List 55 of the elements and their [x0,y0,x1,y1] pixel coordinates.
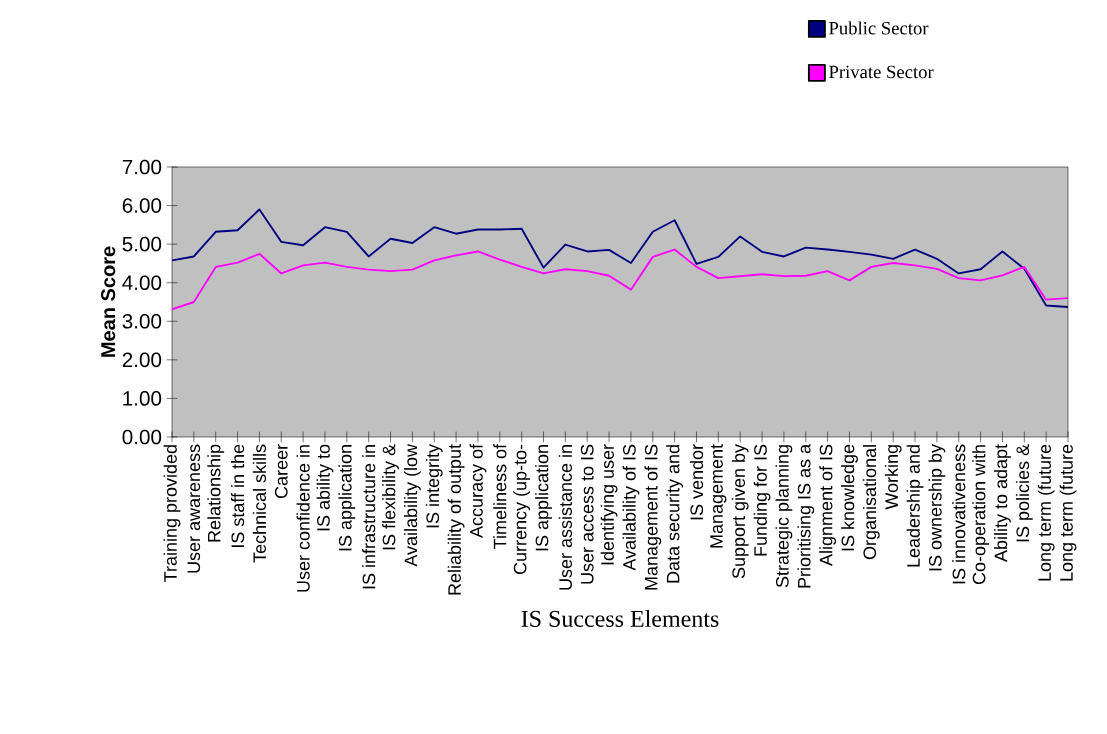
x-tick-label: IS ownership by [928,443,946,571]
y-tick-label: 2.00 [122,352,162,368]
x-tick-label: Timeliness of [493,443,507,549]
x-tick-label: Leadership and [906,445,924,567]
line-series [172,208,1068,308]
x-tick-label: Support given by [731,443,749,579]
y-tick-label: 7.00 [122,159,162,175]
x-tick-label: Working [884,445,902,510]
x-tick-label: Training provided [163,445,181,582]
x-tick-label: User access to IS [580,444,594,584]
x-tick-label: Reliability of output [447,444,465,595]
y-tick-label: 1.00 [123,391,162,406]
x-tick-label: IS integrity [425,443,443,528]
x-axis-title: IS Success Elements [521,610,719,627]
x-tick-label: Career [274,444,288,499]
y-tick-label: 5.00 [122,236,162,252]
x-tick-label: Organisational [862,445,880,560]
x-tick-label: Co-operation with [972,445,989,585]
y-tick-label: 0.00 [122,429,162,445]
x-tick-label: Management of IS [644,444,662,590]
x-tick-label: Management [710,444,727,548]
x-tick-label: Currency (up-to- [513,444,531,575]
x-tick-label: User awareness [187,444,201,573]
x-tick-label: Availability (low [404,443,421,567]
x-tick-label: Ability to adapt [994,444,1011,562]
x-tick-label: IS flexibility & [382,444,399,550]
x-tick-label: User confidence in [296,445,310,592]
x-tick-label: Data security and [666,445,684,583]
x-tick-label: Funding for IS [753,444,771,556]
legend-label: Private Sector [829,65,934,79]
x-tick-label: IS ability to [316,444,334,531]
x-tick-label: Prioritising IS as a [797,443,815,588]
x-tick-label: User assistance in [558,445,572,590]
x-tick-label: Relationship [207,444,225,542]
y-axis-title: Mean Score [101,246,116,357]
y-tick-label: 4.00 [122,275,162,291]
x-tick-label: Identifying user [600,444,618,565]
x-tick-label: Alignment of IS [819,444,837,566]
x-tick-label: Technical skills [252,444,267,563]
legend-label: Public Sector [829,21,929,35]
x-tick-label: IS staff in the [230,444,245,547]
x-tick-label: Availability of IS [622,444,640,571]
x-tick-label: IS application [535,445,552,551]
x-tick-label: IS policies & [1015,444,1033,542]
x-tick-label: Long term (future [1037,444,1055,581]
x-tick-label: Accuracy of [469,443,487,538]
x-tick-label: IS infrastructure in [362,445,376,589]
x-tick-label: IS application [338,445,356,551]
x-tick-label: Strategic planning [775,445,793,588]
x-tick-label: IS innovativeness [952,444,966,584]
x-tick-label: Long term (future [1059,444,1077,581]
x-tick-label: IS knowledge [841,444,858,551]
y-tick-label: 3.00 [122,313,162,329]
y-tick-label: 6.00 [122,198,162,213]
x-tick-label: IS vendor [689,444,704,520]
